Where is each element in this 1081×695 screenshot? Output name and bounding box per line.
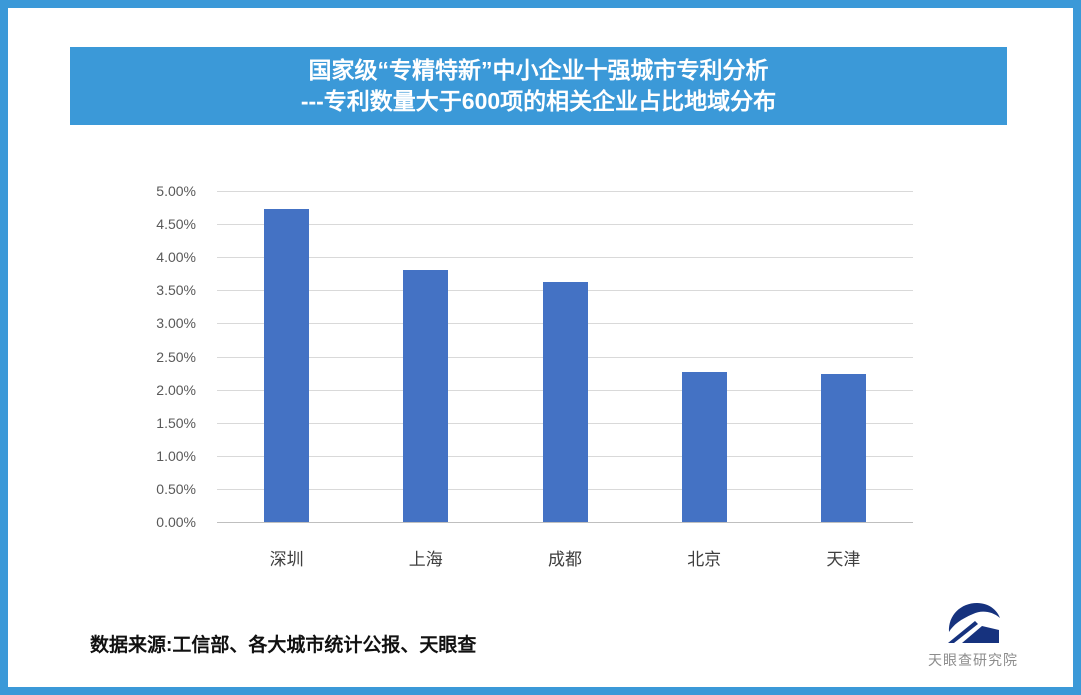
y-tick-label: 2.00% (156, 381, 196, 398)
x-axis-line (217, 522, 913, 523)
bar-上海 (403, 270, 449, 522)
gridline (217, 224, 913, 226)
title-line-1: 国家级“专精特新”中小企业十强城市专利分析 (308, 57, 769, 83)
bar-深圳 (264, 208, 310, 522)
title-line-2: ---专利数量大于600项的相关企业占比地域分布 (300, 88, 777, 114)
data-source-note: 数据来源:工信部、各大城市统计公报、天眼查 (90, 635, 477, 656)
x-category-label: 天津 (826, 550, 861, 569)
title-banner: 国家级“专精特新”中小企业十强城市专利分析 ---专利数量大于600项的相关企业… (70, 47, 1007, 125)
x-category-label: 北京 (687, 550, 722, 569)
gridline (217, 257, 913, 259)
x-category-label: 上海 (408, 550, 443, 569)
y-tick-label: 2.50% (156, 348, 196, 365)
bar-北京 (681, 372, 727, 522)
y-axis-labels: 0.00% 0.50% 1.00% 1.50% 2.00% 2.50% 3.00% 3.50%… (68, 183, 196, 530)
gridline (217, 191, 913, 192)
bar-天津 (820, 373, 866, 522)
tianyancha-logo: 天眼查研究院 (911, 599, 1035, 670)
y-tick-label: 3.50% (156, 282, 196, 299)
bar-成都 (542, 282, 588, 522)
x-axis-labels: 深圳 上海 成都 北京 天津 (217, 545, 913, 571)
y-tick-label: 1.50% (156, 414, 196, 431)
y-tick-label: 4.00% (156, 249, 196, 266)
plot-area (217, 191, 913, 523)
y-tick-label: 1.00% (156, 447, 196, 464)
y-tick-label: 5.00% (156, 183, 196, 199)
y-tick-label: 4.50% (156, 216, 196, 233)
x-category-label: 成都 (547, 550, 582, 569)
y-tick-label: 3.00% (156, 315, 196, 332)
x-category-label: 深圳 (269, 550, 304, 569)
y-tick-label: 0.50% (156, 480, 196, 497)
logo-text: 天眼查研究院 (928, 652, 1018, 668)
tianyancha-eye-logo-icon (948, 603, 1000, 643)
y-tick-label: 0.00% (156, 514, 196, 530)
